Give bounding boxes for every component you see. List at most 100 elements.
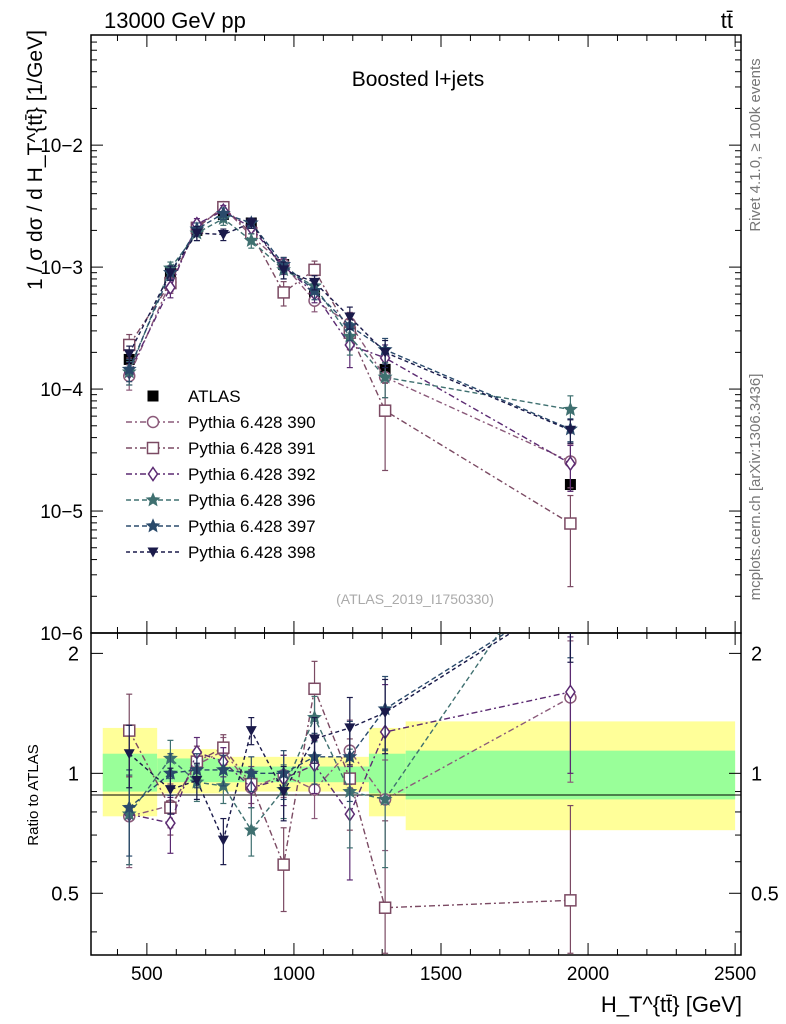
ratio-series xyxy=(121,586,577,954)
series-line xyxy=(128,206,571,525)
x-axis-label: H_T^{tt̄} [GeV] xyxy=(601,992,742,1017)
data-point xyxy=(377,369,393,384)
ratio-data-point xyxy=(243,822,259,837)
legend-label: Pythia 6.428 391 xyxy=(188,439,316,458)
ratio-data-point xyxy=(121,799,137,814)
y-tick-label: 10−2 xyxy=(40,136,83,157)
legend-marker xyxy=(146,415,160,429)
series-line xyxy=(128,206,571,463)
ratio-y-tick-label: 2 xyxy=(68,643,79,665)
legend-label: Pythia 6.428 392 xyxy=(188,465,316,484)
data-point xyxy=(308,263,321,277)
data-point xyxy=(217,230,229,241)
data-point xyxy=(344,312,356,323)
y-tick-label: 10−5 xyxy=(40,502,83,523)
ratio-data-point xyxy=(164,785,176,796)
series-6 xyxy=(123,217,576,444)
axes: 10−2 10−3 10−4 10−5 10−6 500 1000 1500 2000 2500 0… xyxy=(40,34,779,985)
ratio-data-point xyxy=(309,734,321,745)
legend-label: Pythia 6.428 390 xyxy=(188,413,316,432)
rivet-label: Rivet 4.1.0, ≥ 100k events xyxy=(747,58,764,231)
data-point xyxy=(191,228,203,239)
x-tick-label: 1000 xyxy=(273,964,315,985)
series-line xyxy=(128,209,571,465)
chart-title: Boosted l+jets xyxy=(352,68,485,91)
legend-entry-4: Pythia 6.428 396 xyxy=(126,491,316,510)
legend-entry-1: Pythia 6.428 390 xyxy=(126,413,316,432)
header-right: tt̄ xyxy=(721,8,733,33)
legend-marker xyxy=(147,547,159,558)
x-tick-label: 2500 xyxy=(714,964,756,985)
legend-marker xyxy=(147,390,159,402)
data-point xyxy=(309,277,321,288)
ratio-y-tick-label-right: 0.5 xyxy=(751,883,779,905)
ratio-data-point xyxy=(191,775,203,786)
data-point xyxy=(123,349,135,360)
legend: ATLAS Pythia 6.428 390 Pythia 6.428 391 Pyt… xyxy=(126,387,316,562)
ratio-ylabel: Ratio to ATLAS xyxy=(25,744,42,845)
data-point xyxy=(243,232,259,247)
ratio-data-point xyxy=(245,726,257,737)
ratio-y-tick-label: 1 xyxy=(68,763,79,785)
legend-marker xyxy=(146,441,160,455)
ratio-series-line xyxy=(128,633,507,809)
y-tick-label: 10−3 xyxy=(40,258,83,279)
main-ylabel: 1 / σ dσ / d H_T^{tt̄} [1/GeV] xyxy=(24,30,47,290)
ratio-data-point xyxy=(278,787,290,798)
legend-marker xyxy=(145,518,161,533)
series-line xyxy=(128,212,571,430)
data-point xyxy=(378,404,392,417)
series-line xyxy=(128,222,571,431)
legend-entry-0: ATLAS xyxy=(147,387,241,406)
data-point xyxy=(277,286,290,299)
legend-label: Pythia 6.428 398 xyxy=(188,543,316,562)
ratio-y-tick-label: 0.5 xyxy=(51,883,79,905)
legend-entry-5: Pythia 6.428 397 xyxy=(126,517,316,536)
analysis-watermark: (ATLAS_2019_I1750330) xyxy=(336,591,494,607)
series-line xyxy=(128,217,571,411)
ratio-data-point xyxy=(564,586,576,598)
ratio-data-point xyxy=(215,762,231,777)
ratio-data-point xyxy=(217,835,229,846)
data-point xyxy=(564,425,576,436)
ratio-y-tick-label-right: 2 xyxy=(751,643,762,665)
ratio-series-5 xyxy=(123,633,574,866)
data-point xyxy=(245,218,257,229)
legend-entry-6: Pythia 6.428 398 xyxy=(126,543,316,562)
ratio-data-point xyxy=(277,858,290,871)
data-point xyxy=(379,347,391,358)
legend-marker xyxy=(147,466,159,482)
ratio-series-line xyxy=(128,633,513,843)
mcplots-label: mcplots.cern.ch [arXiv:1306.3436] xyxy=(747,374,764,601)
legend-label: Pythia 6.428 396 xyxy=(188,491,316,510)
ratio-data-point xyxy=(243,765,259,780)
data-point xyxy=(564,455,576,472)
ratio-y-tick-label-right: 1 xyxy=(751,763,762,785)
legend-entry-2: Pythia 6.428 391 xyxy=(126,439,316,458)
data-point xyxy=(562,401,578,416)
ratio-data-point xyxy=(344,723,356,734)
ratio-data-point xyxy=(564,894,577,907)
data-point xyxy=(564,517,577,530)
data-point xyxy=(215,205,231,220)
y-tick-label: 10−6 xyxy=(40,624,83,645)
ratio-series-line xyxy=(128,633,501,832)
x-tick-label: 1500 xyxy=(420,964,462,985)
legend-marker xyxy=(145,492,161,507)
legend-entry-3: Pythia 6.428 392 xyxy=(126,465,316,484)
ratio-data-point xyxy=(379,708,391,719)
ratio-bands xyxy=(102,721,736,831)
ratio-series-line xyxy=(128,686,571,909)
stat-uncertainty-band xyxy=(102,753,158,792)
ratio-panel-frame xyxy=(90,632,742,956)
header-left: 13000 GeV pp xyxy=(104,8,246,33)
ratio-data-point xyxy=(378,901,392,914)
ratio-data-point xyxy=(308,682,321,696)
ratio-series-line xyxy=(129,691,571,824)
ratio-data-point xyxy=(123,749,135,760)
ratio-data-point xyxy=(377,791,393,806)
x-tick-label: 2000 xyxy=(567,964,609,985)
main-series xyxy=(121,200,578,588)
legend-label: Pythia 6.428 397 xyxy=(188,517,316,536)
